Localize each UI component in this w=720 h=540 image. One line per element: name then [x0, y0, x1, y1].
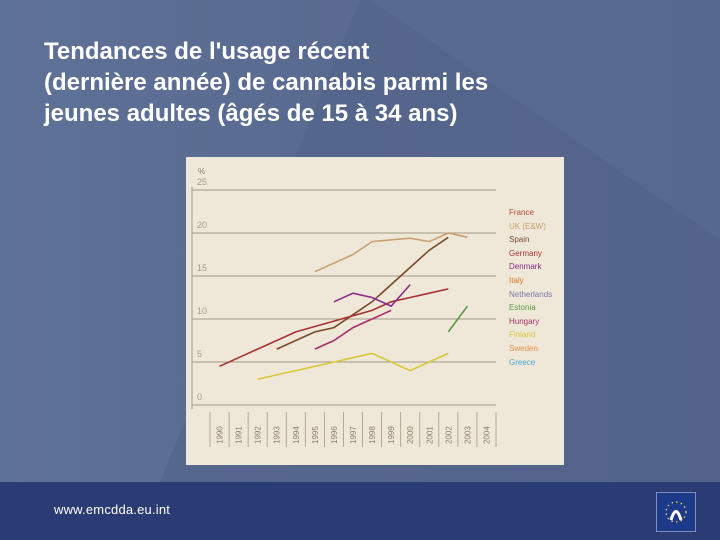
- footer-url-link[interactable]: www.emcdda.eu.int: [54, 502, 171, 517]
- footer-bar: [0, 482, 720, 540]
- x-tick-label: 1993: [273, 426, 282, 444]
- series-line-estonia: [447, 305, 469, 333]
- y-axis-label: %: [198, 167, 205, 176]
- legend-item: UK (E&W): [509, 221, 546, 231]
- legend-item: France: [509, 208, 534, 217]
- emcdda-logo: [656, 492, 696, 532]
- chart-legend: France UK (E&W) Spain Germany Denmark Italy Ne…: [509, 206, 563, 369]
- x-tick-label: 1991: [235, 426, 244, 444]
- chart-plot: % 0 5 10 15 20 25 1990 1991 1992 1993 1994 1995 1996 1…: [191, 167, 497, 447]
- y-tick-label: 5: [197, 349, 202, 359]
- y-tick-label: 15: [197, 263, 207, 273]
- x-tick-label: 1996: [330, 426, 339, 444]
- series-line-uk-e-w-: [314, 232, 468, 273]
- line-chart: % 0 5 10 15 20 25 1990 1991 1992 1993 1994 1995 1996 1…: [186, 157, 564, 465]
- legend-item: Netherlands: [509, 289, 553, 299]
- y-tick-label: 10: [197, 306, 207, 316]
- title-line-1: Tendances de l'usage récent: [44, 38, 370, 65]
- legend-item: Finland: [509, 330, 536, 340]
- series-line-spain: [276, 236, 449, 350]
- y-tick-label: 20: [197, 220, 207, 230]
- y-tick-label: 25: [197, 177, 207, 187]
- x-tick-label: 1992: [254, 426, 263, 444]
- y-tick-label: 0: [197, 392, 202, 402]
- x-tick-label: 1995: [311, 426, 320, 444]
- series-line-denmark: [333, 284, 411, 308]
- legend-item: Greece: [509, 357, 536, 367]
- slide-title: Tendances de l'usage récent (dernière an…: [44, 36, 684, 129]
- x-tick-label: 2003: [463, 426, 472, 444]
- title-line-3: jeunes adultes (âgés de 15 à 34 ans): [44, 100, 458, 127]
- x-tick-label: 1990: [216, 426, 225, 444]
- x-tick-label: 1998: [368, 426, 377, 444]
- x-tick-label: 1999: [387, 426, 396, 444]
- series-line-germany: [219, 288, 449, 368]
- legend-item: Germany: [509, 248, 542, 258]
- legend-item: Sweden: [509, 343, 538, 353]
- title-line-2: (dernière année) de cannabis parmi les: [44, 69, 489, 96]
- x-tick-label: 2004: [482, 426, 491, 444]
- legend-item: Spain: [509, 235, 530, 245]
- legend-item: Italy: [509, 275, 524, 285]
- series-line-hungary: [314, 309, 392, 350]
- x-tick-label: 2002: [444, 426, 453, 444]
- x-tick-label: 2000: [406, 426, 415, 444]
- x-tick-label: 2001: [425, 426, 434, 444]
- x-tick-label: 1997: [349, 426, 358, 444]
- x-tick-label: 1994: [292, 426, 301, 444]
- series-line-finland: [257, 352, 449, 380]
- legend-item: Estonia: [509, 303, 536, 313]
- legend-item: Denmark: [509, 262, 542, 272]
- legend-item: Hungary: [509, 316, 540, 326]
